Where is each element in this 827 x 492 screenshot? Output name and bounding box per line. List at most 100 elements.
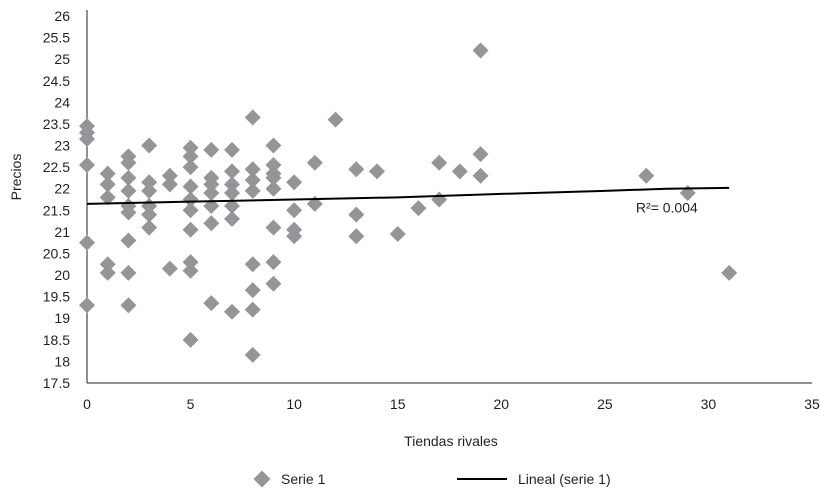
data-point (327, 111, 344, 128)
y-tick-label: 20 (54, 267, 70, 283)
data-point (182, 191, 199, 208)
r-squared-annotation: R²= 0.004 (636, 199, 698, 215)
data-point (265, 254, 282, 271)
data-point (244, 256, 261, 273)
data-point (472, 146, 489, 163)
data-point (161, 167, 178, 184)
data-point (348, 228, 365, 245)
data-point (99, 189, 116, 206)
data-point (79, 131, 95, 148)
legend-label-serie-1: Serie 1 (281, 471, 326, 487)
data-point (286, 228, 303, 245)
data-point (161, 260, 178, 277)
data-point (451, 163, 468, 180)
y-tick-label: 25 (54, 51, 70, 67)
y-tick-label: 19 (54, 310, 70, 326)
x-tick-label: 30 (701, 396, 717, 412)
y-tick-label: 23.5 (43, 116, 70, 132)
data-point (265, 169, 282, 186)
y-tick-label: 25.5 (43, 30, 70, 46)
y-axis-title: Precios (8, 154, 24, 201)
data-point (306, 154, 323, 171)
data-point (389, 226, 406, 243)
data-point (348, 206, 365, 223)
data-point (203, 215, 220, 232)
data-point (99, 176, 116, 193)
data-point (203, 185, 220, 202)
data-point (224, 163, 240, 180)
y-tick-label: 22.5 (43, 159, 70, 175)
data-point (265, 156, 282, 173)
data-point (161, 176, 178, 193)
data-point (120, 182, 137, 199)
data-point (224, 210, 240, 227)
data-point (244, 301, 261, 318)
data-point (120, 154, 137, 171)
data-point (224, 197, 240, 214)
y-tick-label: 18 (54, 353, 70, 369)
data-point (182, 254, 199, 271)
data-point (286, 202, 303, 219)
data-point (182, 178, 199, 195)
data-point (120, 204, 137, 221)
data-point (141, 182, 158, 199)
data-point (224, 141, 240, 158)
data-point (182, 159, 199, 176)
y-tick-label: 18.5 (43, 332, 70, 348)
data-point (472, 167, 489, 184)
y-tick-label: 26 (54, 8, 70, 24)
data-point (99, 165, 116, 182)
data-points (79, 42, 738, 363)
data-point (141, 219, 158, 236)
legend: Serie 1 Lineal (serie 1) (253, 470, 611, 488)
y-tick-label: 21 (54, 224, 70, 240)
data-point (244, 172, 261, 189)
data-point (99, 264, 116, 281)
data-point (244, 346, 261, 363)
y-tick-label: 19.5 (43, 289, 70, 305)
data-point (224, 185, 240, 202)
y-tick-label: 17.5 (43, 375, 70, 391)
data-point (120, 264, 137, 281)
y-tick-label: 23 (54, 138, 70, 154)
data-point (182, 202, 199, 219)
y-tick-label: 24 (54, 94, 70, 110)
trend-line (86, 186, 730, 205)
data-point (431, 154, 448, 171)
data-point (182, 221, 199, 238)
x-axis-title: Tiendas rivales (404, 433, 498, 449)
y-axis-ticks: 17.5 18 18.5 19 19.5 20 20.5 21 21.5 22 22.5 23 23.5… (43, 8, 70, 391)
data-point (141, 174, 158, 191)
data-point (182, 331, 199, 348)
x-tick-label: 25 (597, 396, 613, 412)
data-point (244, 282, 261, 299)
data-point (182, 139, 199, 156)
data-point (141, 137, 158, 154)
data-point (265, 275, 282, 292)
y-tick-label: 22 (54, 181, 70, 197)
data-point (265, 180, 282, 197)
data-point (120, 232, 137, 249)
data-point (79, 156, 95, 173)
data-point (244, 109, 261, 126)
x-axis-ticks: 0 5 10 15 20 25 30 35 (83, 396, 820, 412)
data-point (431, 191, 448, 208)
x-tick-label: 35 (804, 396, 820, 412)
data-point (99, 256, 116, 273)
data-point (203, 141, 220, 158)
x-tick-label: 0 (83, 396, 91, 412)
x-tick-label: 5 (187, 396, 195, 412)
data-point (224, 176, 240, 193)
data-point (203, 295, 220, 312)
data-point (120, 297, 137, 314)
x-tick-label: 20 (493, 396, 509, 412)
data-point (638, 167, 655, 184)
y-tick-label: 20.5 (43, 245, 70, 261)
data-point (721, 264, 738, 281)
data-point (120, 169, 137, 186)
data-point (79, 234, 95, 251)
y-tick-label: 21.5 (43, 202, 70, 218)
y-tick-label: 24.5 (43, 73, 70, 89)
data-point (203, 176, 220, 193)
